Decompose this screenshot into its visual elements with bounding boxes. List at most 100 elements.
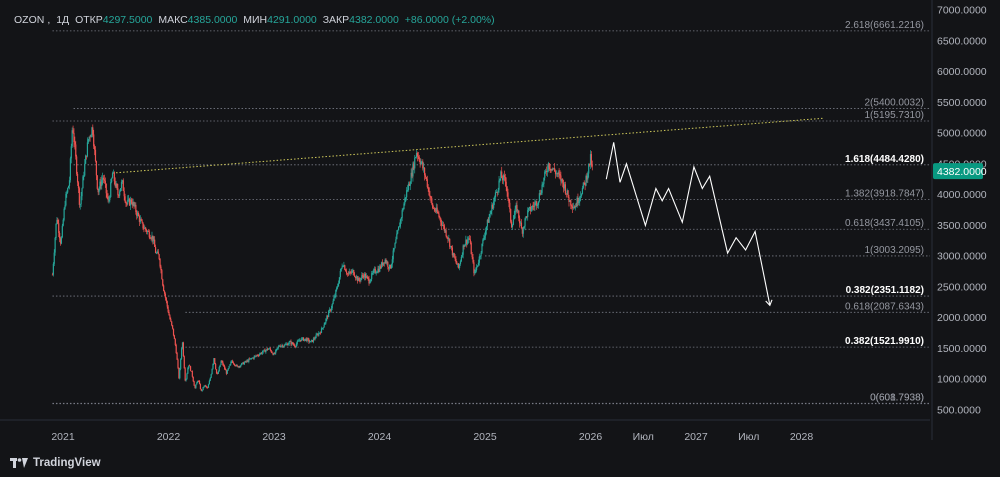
candle-body bbox=[390, 264, 393, 269]
candle-body bbox=[454, 257, 456, 260]
symbol-name[interactable]: OZON bbox=[14, 14, 45, 26]
candle-body bbox=[289, 341, 291, 342]
candle-body bbox=[136, 212, 138, 216]
ohlc-header: OZON, 1Д ОТКР4297.5000 МАКС4385.0000 МИН… bbox=[14, 14, 495, 26]
candle-body bbox=[324, 322, 326, 325]
candle-body bbox=[478, 256, 480, 263]
candle-body bbox=[211, 368, 213, 375]
candle-body bbox=[483, 237, 485, 240]
candle-body bbox=[243, 362, 245, 365]
candle-body bbox=[297, 340, 299, 342]
candle-body bbox=[276, 347, 279, 349]
candle-body bbox=[371, 272, 374, 274]
candle-body bbox=[272, 353, 274, 355]
y-tick-label: 5500.0000 bbox=[937, 97, 987, 109]
change-value: +86.0000 (+2.00%) bbox=[404, 14, 495, 26]
candle-body bbox=[76, 173, 79, 183]
interval-label[interactable]: 1Д bbox=[56, 14, 70, 26]
candle-body bbox=[264, 349, 266, 353]
candle-body bbox=[167, 306, 169, 312]
candle-body bbox=[172, 325, 174, 329]
candle-body bbox=[61, 225, 63, 238]
candle-body bbox=[234, 365, 236, 367]
candle-body bbox=[179, 368, 181, 379]
candle-body bbox=[401, 210, 403, 218]
candle-body bbox=[154, 239, 156, 247]
candle-body bbox=[56, 219, 58, 224]
candle-body bbox=[325, 318, 327, 323]
candle-body bbox=[373, 268, 375, 271]
candle-body bbox=[157, 251, 159, 255]
candle-body bbox=[492, 204, 494, 209]
candle-body bbox=[121, 180, 123, 182]
candle-body bbox=[149, 237, 151, 239]
x-tick-label: 2026 bbox=[579, 431, 603, 443]
candle-body bbox=[201, 390, 203, 391]
candle-body bbox=[241, 362, 244, 364]
candle-body bbox=[66, 192, 68, 195]
candle-body bbox=[537, 201, 540, 205]
candle-body bbox=[339, 270, 341, 278]
candle-body bbox=[494, 192, 497, 198]
candle-body bbox=[554, 171, 557, 175]
candle-body bbox=[115, 183, 117, 187]
tradingview-logo[interactable]: TradingView bbox=[10, 457, 101, 469]
candle-body bbox=[396, 233, 398, 240]
candle-body bbox=[94, 149, 97, 161]
last-price-badge bbox=[933, 163, 983, 180]
candle-body bbox=[412, 163, 414, 177]
candle-body bbox=[497, 189, 499, 193]
candle-body bbox=[150, 238, 152, 240]
candle-body bbox=[249, 358, 251, 360]
candle-body bbox=[206, 386, 208, 388]
candle-body bbox=[357, 278, 359, 282]
high-label: МАКС bbox=[158, 14, 188, 26]
candle-body bbox=[334, 295, 336, 298]
y-tick-label: 6000.0000 bbox=[937, 66, 987, 78]
candle-body bbox=[562, 178, 564, 183]
candle-body bbox=[85, 155, 88, 157]
candle-body bbox=[565, 193, 567, 195]
candle-body bbox=[365, 276, 367, 279]
candle-body bbox=[477, 262, 480, 266]
candle-body bbox=[476, 265, 479, 267]
candle-body bbox=[278, 345, 280, 347]
candle-body bbox=[102, 177, 105, 180]
candle-body bbox=[267, 348, 269, 350]
candle-body bbox=[78, 188, 80, 205]
candle-body bbox=[421, 161, 423, 163]
candle-body bbox=[256, 355, 258, 356]
candle-body bbox=[282, 345, 284, 348]
candle-body bbox=[120, 181, 123, 189]
candle-body bbox=[102, 177, 104, 181]
candle-body bbox=[164, 293, 167, 298]
candle-body bbox=[441, 225, 444, 226]
candle-body bbox=[90, 135, 92, 137]
candle-body bbox=[332, 300, 334, 305]
candle-body bbox=[132, 202, 134, 206]
candle-body bbox=[459, 261, 462, 265]
candle-body bbox=[336, 287, 338, 290]
candle-body bbox=[589, 154, 592, 165]
candle-body bbox=[587, 173, 589, 180]
candle-body bbox=[362, 275, 364, 276]
candle-body bbox=[67, 185, 70, 189]
candle-body bbox=[228, 365, 230, 369]
candle-body bbox=[233, 363, 236, 366]
candle-body bbox=[585, 176, 587, 186]
candle-body bbox=[552, 168, 554, 170]
candle-body bbox=[116, 183, 118, 189]
y-tick-label: 2000.0000 bbox=[937, 312, 987, 324]
candle-body bbox=[85, 155, 87, 164]
candle-body bbox=[88, 136, 90, 140]
candle-body bbox=[255, 355, 257, 357]
x-tick-label: 2023 bbox=[262, 431, 286, 443]
candle-body bbox=[137, 213, 140, 217]
candle-body bbox=[323, 324, 325, 328]
candle-body bbox=[532, 205, 534, 207]
candle-body bbox=[509, 202, 511, 209]
candle-body bbox=[546, 170, 549, 172]
candle-body bbox=[353, 270, 355, 276]
